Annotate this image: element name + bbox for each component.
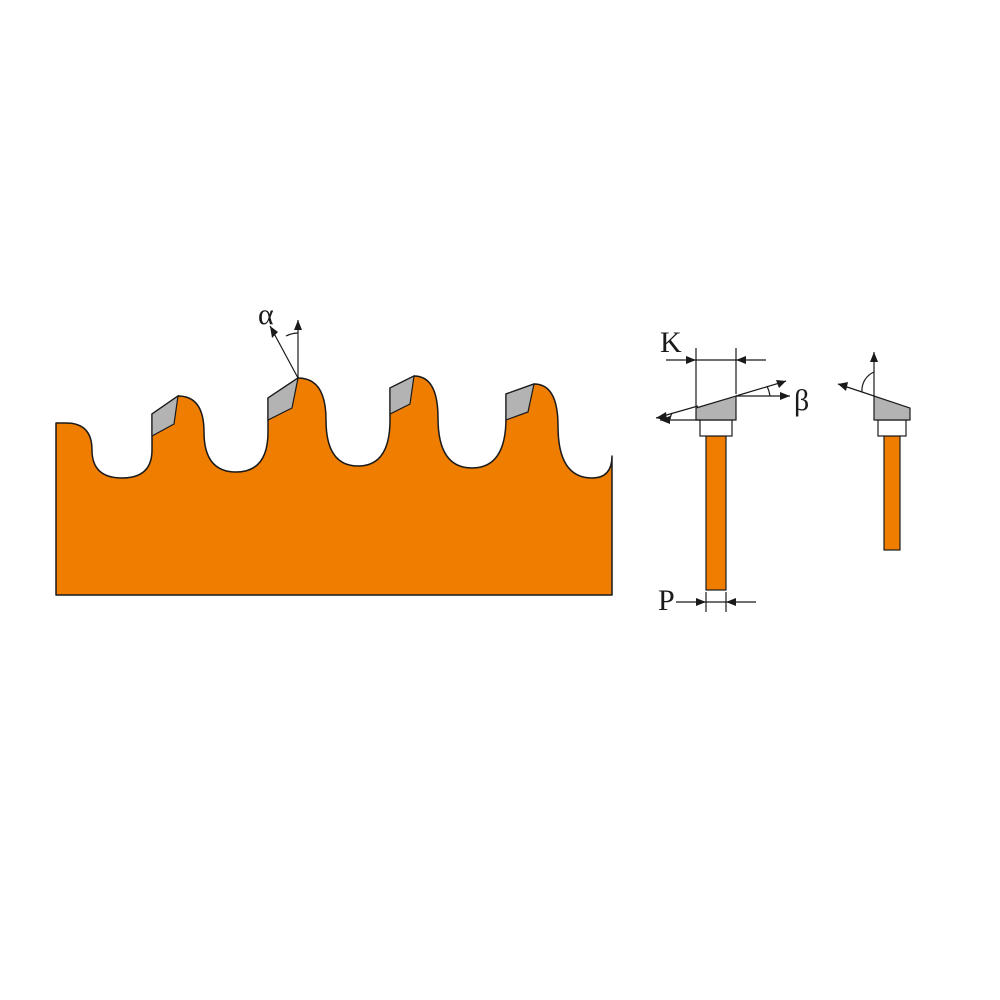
- collar-left: [700, 420, 732, 436]
- label-K: K: [660, 326, 682, 360]
- shaft-right: [884, 436, 900, 550]
- label-alpha: α: [258, 298, 274, 332]
- shaft-left: [706, 436, 726, 590]
- angle-right: [838, 352, 878, 396]
- label-P: P: [658, 584, 675, 618]
- collar-right: [878, 420, 906, 436]
- tooth-tips: [152, 376, 534, 436]
- diagram-svg: [0, 0, 1000, 1000]
- label-beta: β: [794, 384, 809, 418]
- alpha-angle: [270, 320, 302, 378]
- cross-section-right: [838, 352, 910, 550]
- dim-P: [676, 592, 756, 612]
- diagram-canvas: α K β P: [0, 0, 1000, 1000]
- tip-right: [874, 396, 910, 420]
- cross-section-left: [656, 348, 790, 612]
- tip-left: [696, 396, 736, 420]
